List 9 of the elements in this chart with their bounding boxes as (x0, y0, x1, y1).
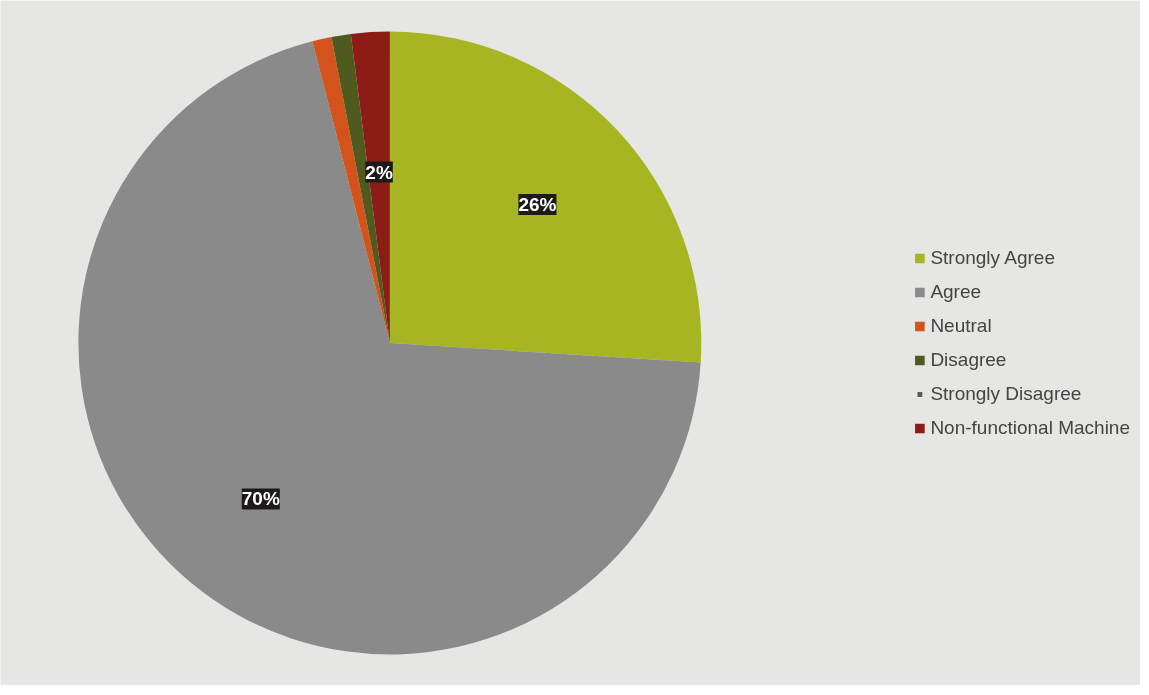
legend-label: Non-functional Machine (930, 416, 1130, 439)
legend-label: Strongly Disagree (930, 382, 1082, 405)
data-label: 26% (518, 193, 557, 215)
legend-label: Agree (930, 280, 982, 303)
data-label: 70% (241, 488, 280, 510)
legend-label: Neutral (930, 314, 992, 337)
legend-label: Disagree (930, 348, 1007, 371)
legend-label: Strongly Agree (930, 246, 1056, 269)
data-label: 2% (365, 161, 393, 183)
